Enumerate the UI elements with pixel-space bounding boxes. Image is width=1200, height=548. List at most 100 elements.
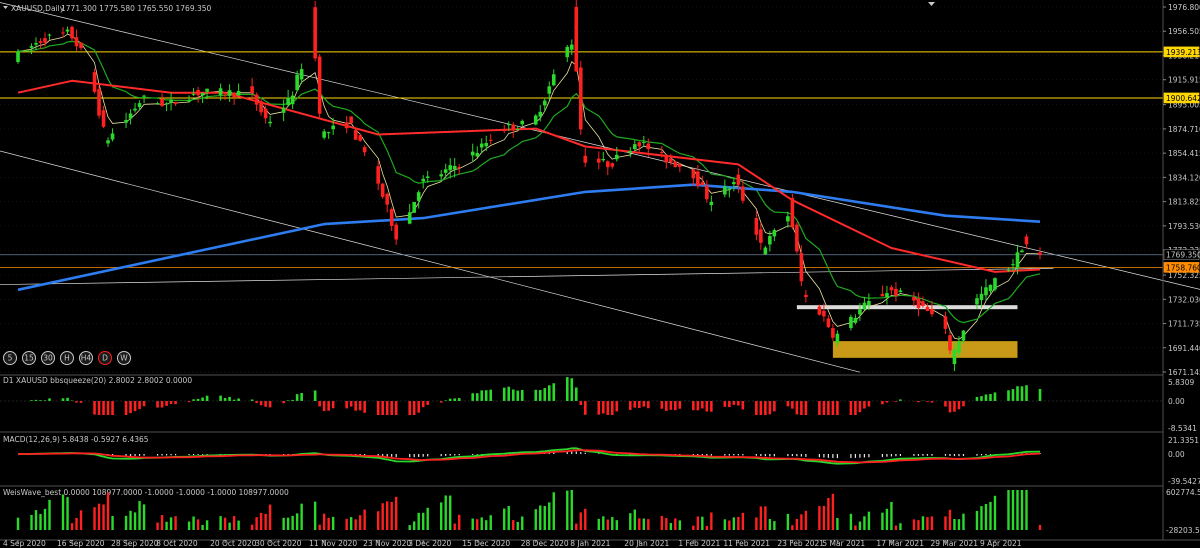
candle-body (646, 143, 651, 150)
ma-slow-line (17, 79, 1041, 273)
weiswave-bar (417, 512, 420, 530)
chart-menu-icon[interactable] (3, 6, 8, 9)
macd-histogram-bar (580, 452, 582, 454)
weiswave-bar (894, 525, 898, 530)
candle-body (227, 90, 232, 96)
bbsqueeze-bar (989, 394, 992, 401)
macd-panel[interactable]: MACD(12,26,9) 5.8438 -0.5927 6.4365 21.3… (3, 435, 1200, 486)
time-tick-label: 17 Mar 2021 (876, 539, 924, 548)
bbsqueeze-bar (358, 401, 362, 411)
timeframe-button-5[interactable]: 5 (3, 351, 17, 365)
price-panel[interactable] (0, 0, 1200, 373)
candle-body (164, 103, 169, 105)
weiswave-bar (34, 510, 38, 530)
shift-marker-icon[interactable] (928, 2, 935, 6)
candle-body (799, 253, 804, 282)
bbsqueeze-bar (534, 389, 538, 401)
macd-histogram-bar (391, 454, 393, 457)
bbsqueeze-panel[interactable]: D1 XAUUSD bbsqueeze(20) 2.8002 2.8002 0.… (0, 376, 1197, 433)
bbsqueeze-bar (322, 401, 326, 412)
bbsqueeze-bar (984, 394, 988, 401)
candle-body (786, 216, 790, 222)
weiswave-bar (138, 501, 141, 530)
weiswave-panel[interactable]: WeisWave_best 0.0000 108977.0000 -1.0000… (3, 488, 1200, 535)
timeframe-button-w[interactable]: W (117, 351, 131, 365)
timeframe-button-h[interactable]: H (60, 351, 74, 365)
bbsqueeze-bar (867, 401, 871, 407)
bbsqueeze-bar (156, 401, 159, 408)
macd-histogram-bar (895, 454, 897, 457)
weiswave-bar (1007, 490, 1010, 530)
bbsqueeze-bar (665, 401, 668, 411)
candle-body (389, 209, 394, 226)
support-zone-rectangle[interactable] (832, 341, 1018, 358)
macd-histogram-bar (409, 454, 411, 458)
bbsqueeze-bar (993, 392, 997, 401)
weiswave-bar (458, 514, 461, 530)
candle-body (943, 316, 948, 329)
bbsqueeze-bar (863, 401, 866, 409)
macd-histogram-bar (890, 454, 893, 457)
macd-histogram-bar (422, 454, 424, 457)
weiswave-bar (944, 516, 947, 530)
macd-histogram-bar (823, 454, 825, 458)
candle-body (101, 110, 106, 127)
bbsqueeze-bar (759, 401, 763, 415)
channel-trendline[interactable] (0, 144, 860, 373)
weiswave-bar (30, 514, 33, 530)
timeframe-button-d[interactable]: D (98, 351, 112, 365)
candle-body (344, 122, 349, 129)
weiswave-bar (575, 523, 578, 530)
channel-trendline[interactable] (0, 0, 1200, 323)
candle-body (92, 72, 97, 92)
candle-body (601, 159, 606, 161)
bbsqueeze-bar (674, 401, 677, 411)
weiswave-bar (232, 516, 236, 530)
candle-body (772, 230, 777, 237)
bbsqueeze-bar (97, 401, 101, 415)
candle-body (831, 328, 835, 338)
macd-histogram-bar (440, 454, 442, 457)
candle-body (263, 108, 268, 119)
channel-trendlines[interactable] (0, 0, 1200, 373)
channel-trendline[interactable] (0, 267, 1054, 285)
macd-histogram-bar (449, 454, 451, 456)
candle-body (889, 287, 894, 291)
price-axis[interactable]: 1976.8001956.5051936.2101915.9151895.005… (1163, 3, 1200, 377)
bbsqueeze-bar (295, 394, 299, 401)
bbsqueeze-bar (192, 399, 195, 401)
macd-histogram-bar (125, 454, 127, 457)
support-line-marker[interactable] (796, 305, 1018, 310)
timeframe-button-30[interactable]: 30 (41, 351, 55, 365)
bbsqueeze-bar (70, 400, 74, 401)
weiswave-bar (732, 517, 736, 530)
candle-body (457, 166, 462, 168)
bbsqueeze-bar (300, 392, 303, 401)
bbsqueeze-bar (1020, 386, 1024, 401)
signal-line (18, 449, 1041, 464)
macd-histogram-bar (454, 454, 456, 456)
weiswave-histogram: 602774.55 -28203.55 (16, 488, 1200, 535)
macd-histogram-bar (697, 454, 699, 456)
bbsqueeze-bar (480, 390, 484, 401)
timeframe-button-h4[interactable]: H4 (79, 351, 93, 365)
bbsqueeze-histogram: 5.8309 0.00 -8.5341 (0, 377, 1197, 433)
time-tick-label: 1 Feb 2021 (678, 539, 720, 548)
bbsqueeze-bar (538, 390, 542, 401)
bbsqueeze-bar (30, 400, 33, 401)
weiswave-bar (795, 518, 799, 530)
macd-histogram-bar (170, 454, 172, 456)
candle-body (948, 335, 952, 351)
candle-body (47, 34, 52, 36)
weiswave-bar (570, 490, 573, 530)
candle-body (862, 302, 867, 310)
macd-histogram-bar (742, 454, 744, 456)
bbsqueeze-bar (412, 401, 416, 415)
macd-histogram-bar (283, 454, 285, 455)
bbsqueeze-bar (827, 401, 830, 415)
bbsqueeze-bar (516, 390, 520, 401)
candle-body (223, 94, 227, 96)
timeframe-button-15[interactable]: 15 (22, 351, 36, 365)
